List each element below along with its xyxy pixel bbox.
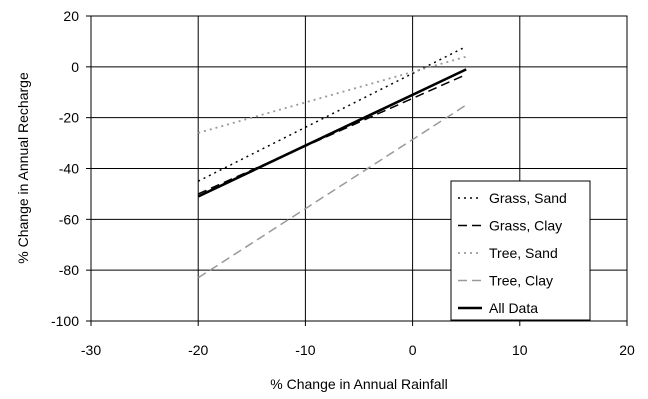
x-tick-label-4: 10 (512, 342, 528, 358)
x-tick-label-2: -10 (295, 342, 315, 358)
y-tick-label-6: 20 (63, 8, 79, 24)
x-tick-label-3: 0 (409, 342, 417, 358)
y-tick-label-4: -20 (59, 110, 79, 126)
y-tick-label-3: -40 (59, 161, 79, 177)
legend: Grass, Sand Grass, Clay Tree, Sand Tree, Cl… (450, 180, 591, 321)
legend-label-2: Tree, Sand (489, 245, 558, 261)
y-tick-label-1: -80 (59, 262, 79, 278)
y-axis-label: % Change in Annual Recharge (15, 72, 31, 264)
x-tick-label-5: 20 (619, 342, 635, 358)
x-tick-label-0: -30 (81, 342, 101, 358)
series-line-0 (197, 45, 467, 182)
legend-box (450, 180, 591, 321)
y-tick-label-2: -60 (59, 211, 79, 227)
legend-label-0: Grass, Sand (489, 190, 567, 206)
x-axis-label: % Change in Annual Rainfall (270, 376, 447, 392)
y-tick-label-5: 0 (71, 59, 79, 75)
series-lines (197, 45, 467, 279)
y-tick-label-0: -100 (51, 313, 79, 329)
x-tick-labels: -30 -20 -10 0 10 20 (81, 321, 635, 358)
series-line-2 (197, 55, 467, 134)
y-tick-labels: -100 -80 -60 -40 -20 0 20 (51, 8, 91, 329)
x-tick-label-1: -20 (188, 342, 208, 358)
legend-label-1: Grass, Clay (489, 218, 562, 234)
series-line-4 (197, 68, 467, 198)
legend-label-3: Tree, Clay (489, 273, 553, 289)
plot-border (90, 15, 628, 322)
legend-label-4: All Data (489, 300, 538, 316)
series-line-3 (197, 104, 467, 279)
